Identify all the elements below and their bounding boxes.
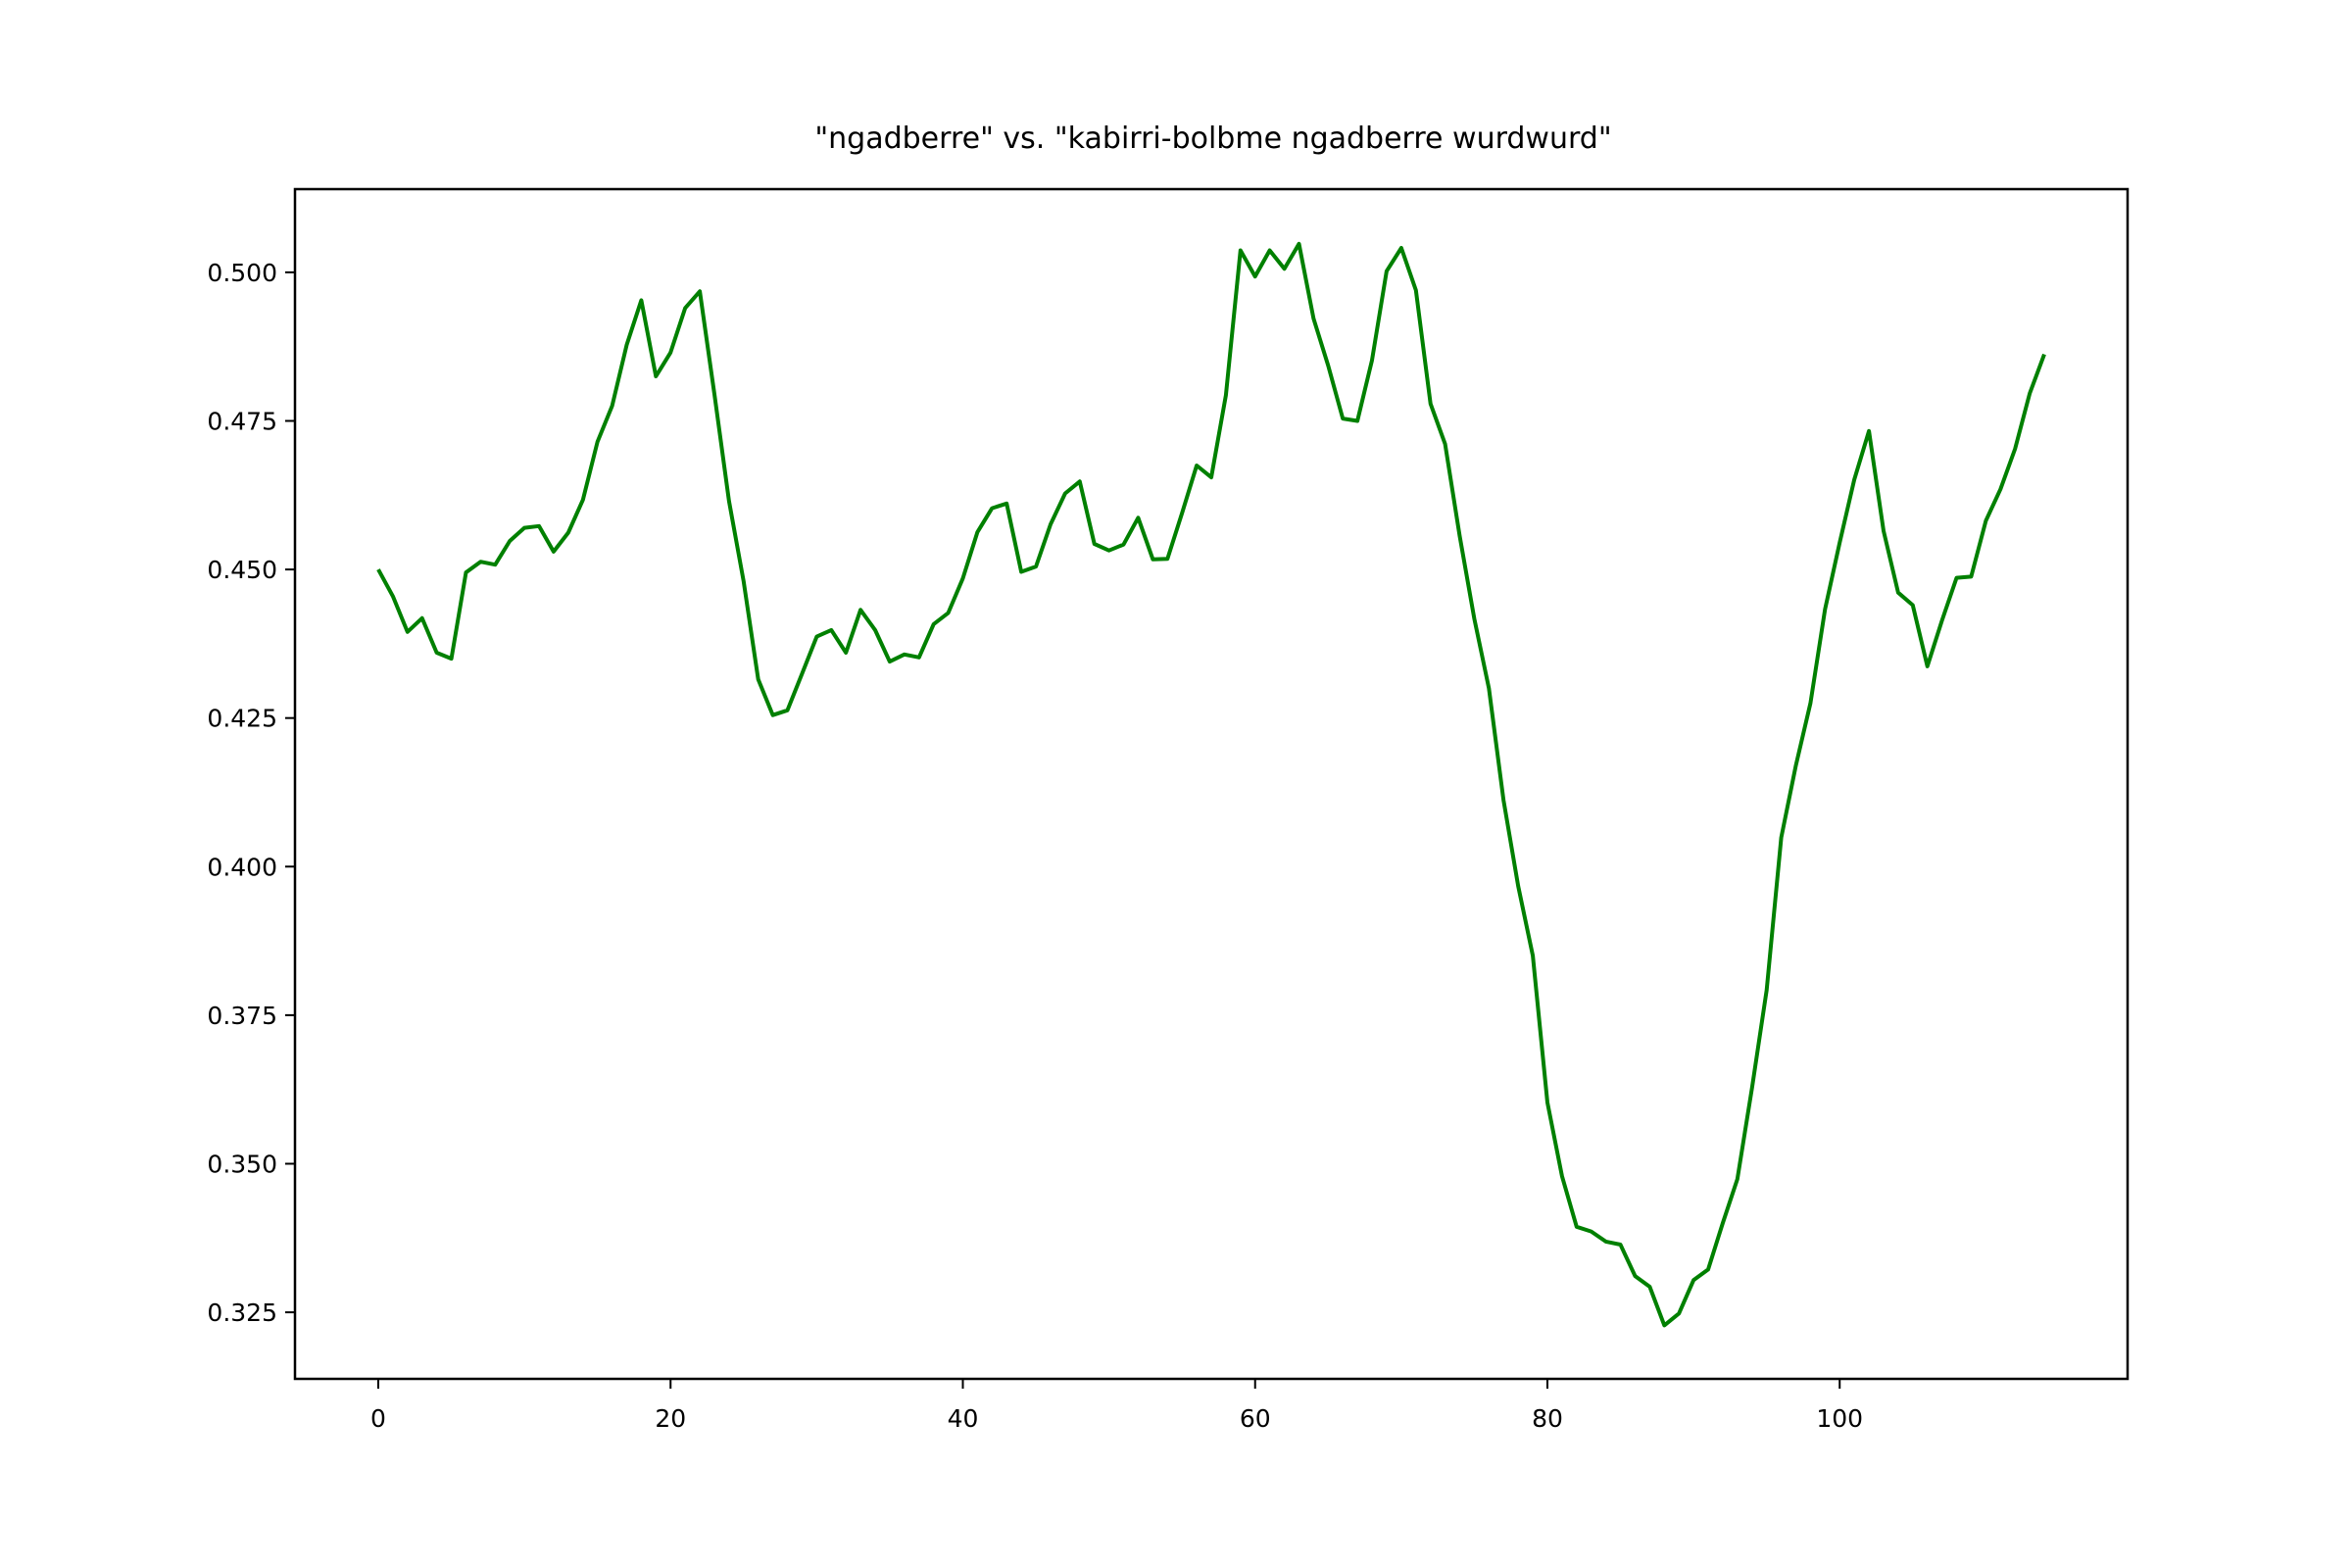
x-tick-label: 20 bbox=[655, 1404, 686, 1433]
y-tick-label: 0.425 bbox=[207, 705, 277, 733]
y-tick-label: 0.325 bbox=[207, 1298, 277, 1327]
plot-frame bbox=[293, 187, 2130, 1381]
x-tick-label: 40 bbox=[948, 1404, 979, 1433]
y-tick-label: 0.450 bbox=[207, 556, 277, 584]
y-tick-label: 0.400 bbox=[207, 853, 277, 881]
x-tick-label: 60 bbox=[1240, 1404, 1271, 1433]
chart-title: "ngadberre" vs. "kabirri-bolbme ngadberr… bbox=[814, 122, 1611, 156]
x-tick-label: 0 bbox=[370, 1404, 386, 1433]
x-tick-label: 80 bbox=[1532, 1404, 1563, 1433]
y-tick-label: 0.375 bbox=[207, 1002, 277, 1030]
y-tick-label: 0.350 bbox=[207, 1150, 277, 1178]
x-axis: 0 20 40 60 80 100 bbox=[370, 1379, 1863, 1433]
y-tick-label: 0.500 bbox=[207, 259, 277, 287]
x-tick-label: 100 bbox=[1816, 1404, 1863, 1433]
y-tick-label: 0.475 bbox=[207, 407, 277, 435]
y-axis: 0.325 0.350 0.375 0.400 0.425 0.450 0.475 0.500 bbox=[207, 259, 295, 1327]
series-line bbox=[376, 241, 2046, 1328]
